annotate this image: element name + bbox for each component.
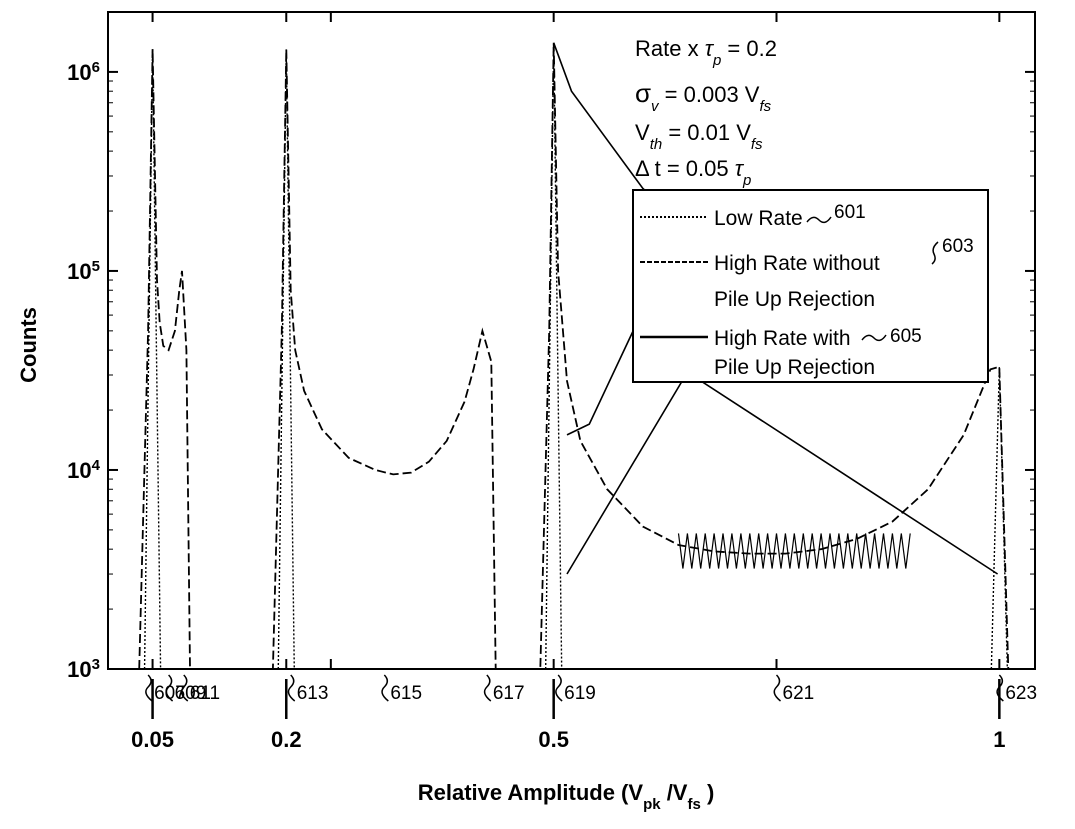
annotation-leader-615 <box>381 674 389 702</box>
legend-label-without-line2: Pile Up Rejection <box>714 288 875 311</box>
y-tick-label: 106 <box>67 58 100 85</box>
annotation-615: 615 <box>390 683 422 704</box>
series-line-601-peak <box>277 49 295 670</box>
y-tick-group: 103 104 105 106 <box>67 58 1035 682</box>
y-tick-label: 104 <box>67 456 100 483</box>
legend: Low Rate 601 High Rate without Pile Up R… <box>632 189 989 383</box>
conditions-block: Rate x τp = 0.2 σv = 0.003 Vfs Vth = 0.0… <box>635 36 777 189</box>
series-line-601-peak <box>990 366 1009 670</box>
annotation-617: 617 <box>493 683 525 704</box>
condition-sigma: σv = 0.003 Vfs <box>635 78 772 115</box>
annotation-621: 621 <box>783 683 815 704</box>
annotation-leader-613 <box>287 674 296 702</box>
x-tick-label: 0.2 <box>271 727 302 752</box>
plot-frame <box>107 11 1036 670</box>
annotation-leader-621 <box>773 674 781 702</box>
legend-leader-605 <box>861 334 887 342</box>
annotation-613: 613 <box>297 683 329 704</box>
series-line-601-peak <box>544 42 563 670</box>
annotation-607: 607 <box>154 683 186 704</box>
annotation-611: 611 <box>190 683 220 704</box>
x-axis-label: Relative Amplitude (Vpk /Vfs ) <box>418 780 715 813</box>
x-tick-label: 0.5 <box>538 727 569 752</box>
annotation-623: 623 <box>1005 683 1037 704</box>
legend-label-without-line1: High Rate without <box>714 252 880 275</box>
annotation-619: 619 <box>564 683 596 704</box>
legend-ref-603: 603 <box>942 236 974 257</box>
legend-label-low-rate: Low Rate <box>714 207 803 230</box>
condition-delta-t: Δ t = 0.05 τp <box>635 156 751 189</box>
annotation-leader-617 <box>483 674 492 702</box>
x-tick-label: 1 <box>993 727 1005 752</box>
legend-ref-601: 601 <box>834 202 866 223</box>
y-tick-label: 105 <box>67 257 100 284</box>
legend-leader-603 <box>931 241 939 265</box>
annotation-leader-607 <box>145 674 153 702</box>
legend-ref-605: 605 <box>890 326 922 347</box>
condition-rate: Rate x τp = 0.2 <box>635 36 777 69</box>
annotation-leader-611 <box>180 674 189 702</box>
series-line-603 <box>138 42 1010 670</box>
y-tick-label: 103 <box>67 656 100 683</box>
annotation-leader-623 <box>996 674 1004 702</box>
legend-leader-601 <box>806 216 832 224</box>
annotation-leader-619 <box>555 674 563 702</box>
series-line-601-peak <box>143 49 162 670</box>
annotation-leader-609 <box>165 674 174 702</box>
x-tick-group: 0.05 0.2 0.5 1 <box>131 12 1005 752</box>
legend-label-with-line1: High Rate with <box>714 327 851 350</box>
x-tick-label: 0.05 <box>131 727 174 752</box>
legend-box <box>632 189 989 383</box>
condition-threshold: Vth = 0.01 Vfs <box>635 120 763 153</box>
legend-label-with-line2: Pile Up Rejection <box>714 356 875 379</box>
y-axis-label: Counts <box>16 307 41 383</box>
series-oscillation-603 <box>677 533 911 569</box>
